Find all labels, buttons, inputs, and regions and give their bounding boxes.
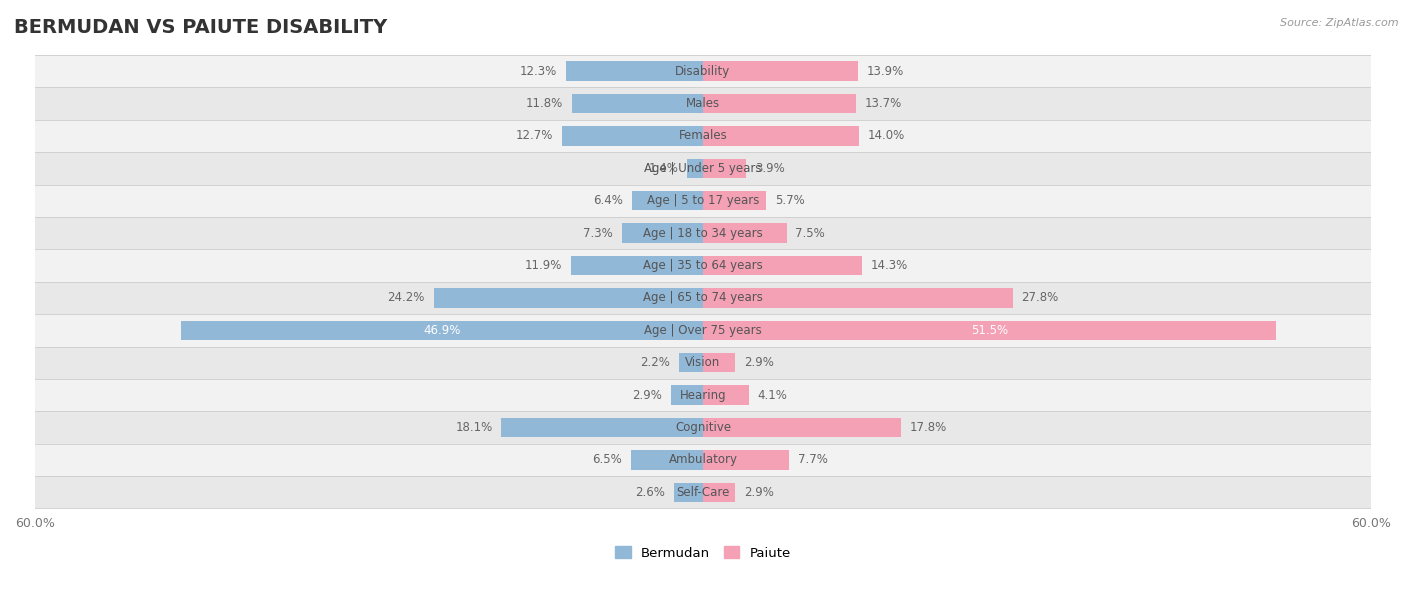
Bar [35, 346, 1371, 379]
Text: Vision: Vision [685, 356, 721, 369]
Text: 27.8%: 27.8% [1021, 291, 1059, 304]
Text: 2.9%: 2.9% [631, 389, 662, 401]
Text: 6.5%: 6.5% [592, 453, 621, 466]
Text: 7.3%: 7.3% [583, 226, 613, 240]
Text: Age | Over 75 years: Age | Over 75 years [644, 324, 762, 337]
Text: 46.9%: 46.9% [423, 324, 461, 337]
Text: 11.9%: 11.9% [524, 259, 561, 272]
Bar [703, 321, 1277, 340]
Text: 12.3%: 12.3% [520, 65, 557, 78]
Text: Ambulatory: Ambulatory [668, 453, 738, 466]
Bar [703, 61, 858, 81]
Bar [35, 314, 1371, 346]
Bar [561, 126, 703, 146]
Text: Age | 35 to 64 years: Age | 35 to 64 years [643, 259, 763, 272]
Bar [35, 120, 1371, 152]
Text: 7.7%: 7.7% [797, 453, 828, 466]
Bar [502, 418, 703, 437]
Text: 14.3%: 14.3% [872, 259, 908, 272]
Text: Males: Males [686, 97, 720, 110]
Text: 12.7%: 12.7% [516, 130, 553, 143]
Bar [703, 126, 859, 146]
Text: Age | 65 to 74 years: Age | 65 to 74 years [643, 291, 763, 304]
Text: Cognitive: Cognitive [675, 421, 731, 434]
Text: 3.9%: 3.9% [755, 162, 785, 175]
Text: 2.2%: 2.2% [640, 356, 669, 369]
Bar [703, 418, 901, 437]
Bar [703, 483, 735, 502]
Bar [671, 386, 703, 405]
Text: Self-Care: Self-Care [676, 486, 730, 499]
Bar [631, 191, 703, 211]
Bar [35, 152, 1371, 185]
Text: 24.2%: 24.2% [387, 291, 425, 304]
Text: 18.1%: 18.1% [456, 421, 492, 434]
Bar [703, 386, 748, 405]
Bar [35, 88, 1371, 120]
Bar [679, 353, 703, 373]
Text: 7.5%: 7.5% [796, 226, 825, 240]
Bar [703, 450, 789, 469]
Text: 5.7%: 5.7% [775, 194, 806, 207]
Text: Hearing: Hearing [679, 389, 727, 401]
Bar [703, 223, 786, 243]
Text: 14.0%: 14.0% [868, 130, 905, 143]
Text: 1.4%: 1.4% [648, 162, 679, 175]
Text: Disability: Disability [675, 65, 731, 78]
Legend: Bermudan, Paiute: Bermudan, Paiute [610, 541, 796, 565]
Bar [688, 159, 703, 178]
Bar [35, 282, 1371, 314]
Bar [673, 483, 703, 502]
Bar [35, 185, 1371, 217]
Bar [703, 191, 766, 211]
Text: 51.5%: 51.5% [972, 324, 1008, 337]
Bar [35, 444, 1371, 476]
Bar [621, 223, 703, 243]
Text: 2.9%: 2.9% [744, 486, 775, 499]
Bar [571, 256, 703, 275]
Text: Age | 5 to 17 years: Age | 5 to 17 years [647, 194, 759, 207]
Text: Females: Females [679, 130, 727, 143]
Text: 2.9%: 2.9% [744, 356, 775, 369]
Bar [181, 321, 703, 340]
Text: Age | Under 5 years: Age | Under 5 years [644, 162, 762, 175]
Text: 13.9%: 13.9% [866, 65, 904, 78]
Bar [35, 217, 1371, 249]
Bar [567, 61, 703, 81]
Bar [433, 288, 703, 308]
Text: BERMUDAN VS PAIUTE DISABILITY: BERMUDAN VS PAIUTE DISABILITY [14, 18, 387, 37]
Text: 13.7%: 13.7% [865, 97, 901, 110]
Text: 17.8%: 17.8% [910, 421, 948, 434]
Bar [631, 450, 703, 469]
Bar [35, 249, 1371, 282]
Text: 4.1%: 4.1% [758, 389, 787, 401]
Text: Source: ZipAtlas.com: Source: ZipAtlas.com [1281, 18, 1399, 28]
Bar [703, 288, 1012, 308]
Text: 2.6%: 2.6% [636, 486, 665, 499]
Bar [703, 353, 735, 373]
Text: 6.4%: 6.4% [593, 194, 623, 207]
Text: 11.8%: 11.8% [526, 97, 562, 110]
Bar [703, 94, 855, 113]
Bar [35, 55, 1371, 88]
Bar [703, 256, 862, 275]
Bar [35, 476, 1371, 509]
Bar [703, 159, 747, 178]
Bar [35, 411, 1371, 444]
Text: Age | 18 to 34 years: Age | 18 to 34 years [643, 226, 763, 240]
Bar [35, 379, 1371, 411]
Bar [572, 94, 703, 113]
